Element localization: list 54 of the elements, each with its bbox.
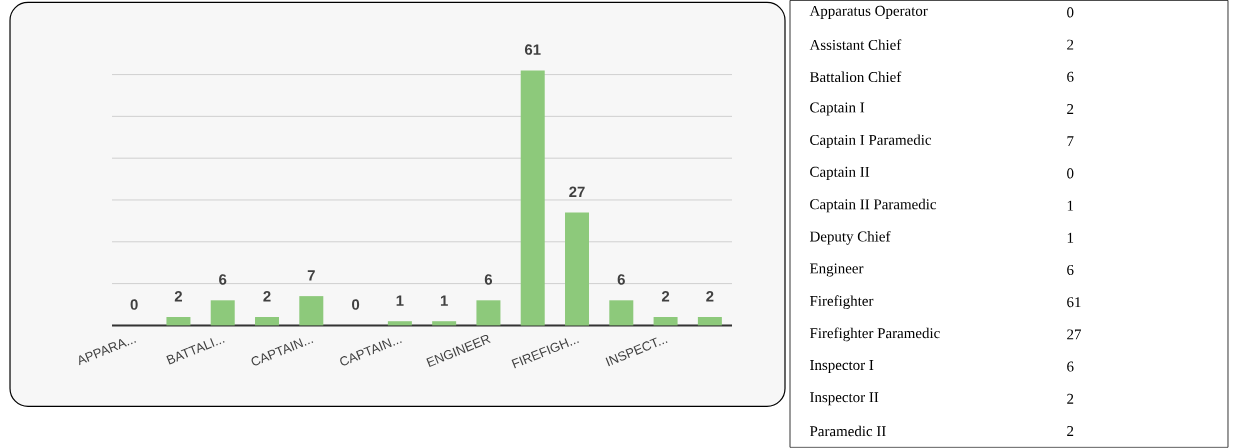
data-label: 6 [1067,361,1074,372]
category-label: Apparatus Operator [809,5,928,20]
bar [387,321,412,326]
category-label: Captain I Paramedic [810,134,932,149]
data-label: 2 [661,291,670,302]
bar [166,317,191,326]
data-label: 6 [219,274,227,285]
category-label: Firefighter [809,295,874,310]
data-label: 1 [396,295,404,306]
data-label: 27 [569,186,585,198]
category-label: Deputy Chief [809,231,891,245]
data-label: 6 [617,274,625,285]
data-label: 1 [1067,200,1074,211]
data-label: 61 [1067,297,1081,308]
data-label: 27 [1067,329,1082,340]
bar [565,212,590,326]
data-label: 0 [1067,168,1074,179]
data-label: 2 [1067,393,1074,404]
data-label: 7 [307,270,315,281]
data-label: 6 [1067,71,1074,82]
data-label: 2 [1067,426,1074,437]
data-label: 0 [352,299,360,310]
bar [520,70,545,326]
bar [609,300,634,326]
category-label: Paramedic II [809,425,886,437]
bar [432,321,457,326]
data-label: 2 [1067,104,1074,115]
category-label: Inspector I [810,360,874,374]
category-label: Engineer [809,263,864,277]
data-label: 2 [1067,39,1074,50]
data-label: 6 [484,274,493,285]
bar [476,300,501,326]
category-label: Captain I [810,102,865,116]
data-label: 0 [130,299,138,310]
data-label: 61 [524,44,541,55]
data-label: 2 [706,291,714,302]
category-label: Captain II Paramedic [810,198,937,213]
data-label: 2 [263,291,271,302]
bar [210,300,235,326]
category-label: Captain II [810,166,870,181]
bar [653,317,678,326]
category-label: Battalion Chief [809,71,902,83]
category-label: Assistant Chief [809,39,902,51]
data-label: 0 [1067,7,1074,18]
bar [255,317,280,326]
data-label: 7 [1067,136,1074,147]
data-label: 6 [1067,265,1074,276]
data-label: 2 [174,291,182,302]
data-label: 1 [1067,232,1074,243]
data-label: 1 [440,295,448,306]
bar [299,296,324,326]
category-label: Inspector II [810,392,879,406]
bar [697,317,722,326]
category-label: Firefighter Paramedic [809,327,940,342]
